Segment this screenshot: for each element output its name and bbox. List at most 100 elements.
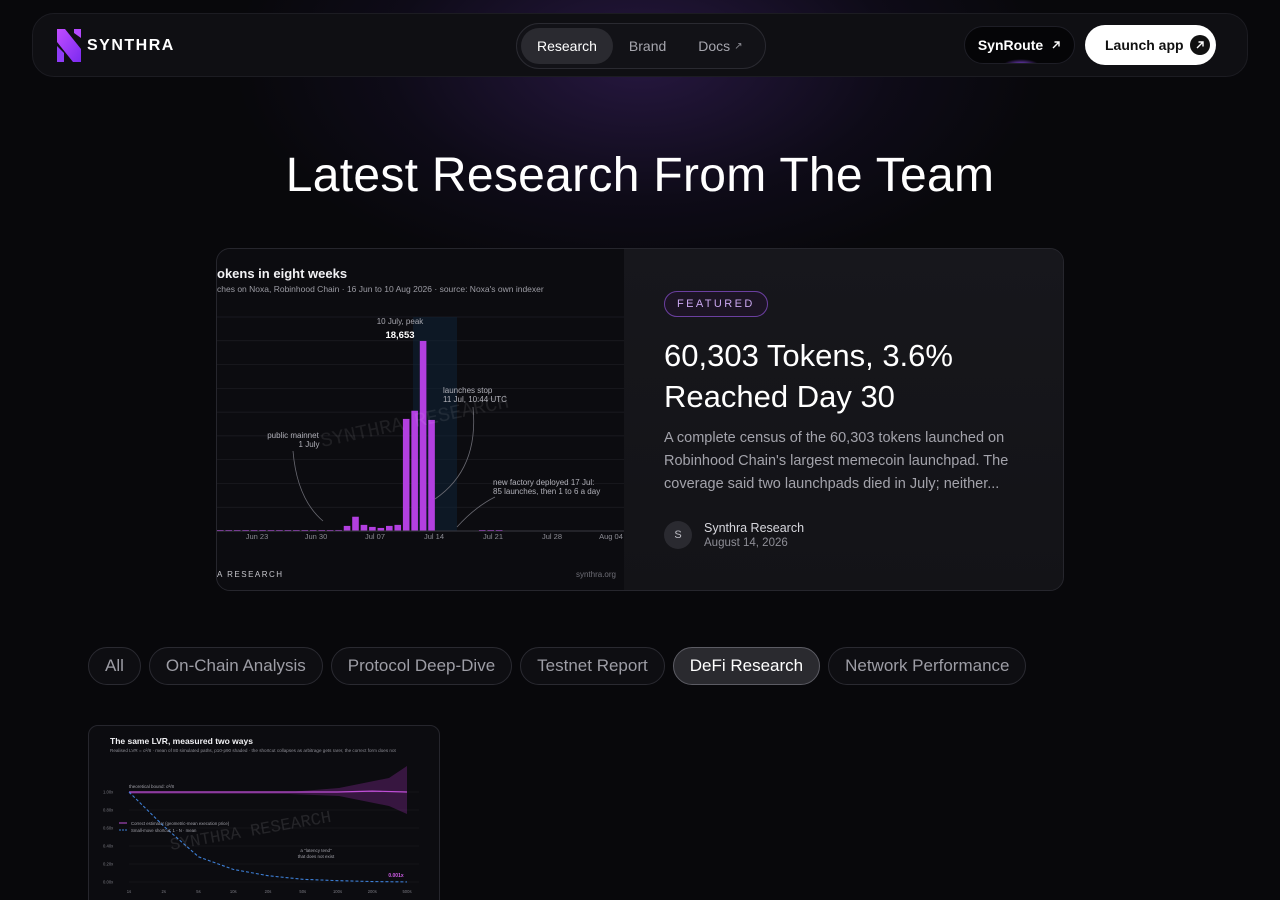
annotation-latency-1: a "latency tend" <box>300 848 332 853</box>
annotation-stop-2: 11 Jul, 10:44 UTC <box>443 395 507 404</box>
x-tick-label: 5s <box>196 889 200 894</box>
y-tick-label: 0.60x <box>103 826 114 831</box>
end-value-label: 0.001x <box>388 873 404 879</box>
bar <box>377 527 385 531</box>
y-tick-label: 0.40x <box>103 844 114 849</box>
nav-item-research[interactable]: Research <box>521 28 613 64</box>
page-title: Latest Research From The Team <box>285 149 995 202</box>
launch-app-label: Launch app <box>1105 37 1184 53</box>
x-tick-label: Jul 07 <box>365 532 385 541</box>
brand-name: SYNTHRA <box>87 36 175 54</box>
featured-article-card[interactable]: okens in eight weeks ches on Noxa, Robin… <box>216 248 1064 591</box>
bar <box>335 529 342 531</box>
chart-subtitle: ches on Noxa, Robinhood Chain · 16 Jun t… <box>217 284 544 294</box>
annotation-theoretical-bound: theoretical bound: σ²/8 <box>129 784 175 789</box>
lvr-comparison-chart: The same LVR, measured two ways Realised… <box>103 736 419 894</box>
x-tick-label: Jun 23 <box>246 532 269 541</box>
x-tick-label: 200s <box>368 889 377 894</box>
peak-value: 18,653 <box>385 330 414 341</box>
bar <box>352 516 359 531</box>
y-tick-label: 0.00x <box>103 880 114 885</box>
bar <box>360 524 368 531</box>
series-small-move-shortcut <box>128 791 408 883</box>
x-tick-label: Jul 28 <box>542 532 562 541</box>
x-tick-label: Aug 04 <box>599 532 623 541</box>
confidence-band <box>129 766 407 814</box>
synthra-logo-icon <box>57 29 81 62</box>
synroute-label: SynRoute <box>977 37 1044 53</box>
legend-shortcut: Small-move shortcut: 1 - N · mean <box>131 828 197 833</box>
x-tick-label: 100s <box>333 889 342 894</box>
filter-defi-research[interactable]: DeFi Research <box>672 647 821 685</box>
x-tick-label: Jul 14 <box>424 532 444 541</box>
nav-item-label: Brand <box>628 38 667 54</box>
image-footer-brand: A RESEARCH <box>217 570 284 579</box>
external-arrow-icon: ↗ <box>734 40 743 52</box>
synroute-button[interactable]: SynRoute <box>964 26 1075 64</box>
x-tick-label: Jun 30 <box>305 532 328 541</box>
brand-logo[interactable]: SYNTHRA <box>57 29 175 62</box>
bar <box>386 525 393 531</box>
chart-title: okens in eight weeks <box>217 266 347 281</box>
avatar: S <box>664 521 692 549</box>
featured-badge: FEATURED <box>664 291 768 317</box>
featured-article-title[interactable]: 60,303 Tokens, 3.6% Reached Day 30 <box>664 338 953 414</box>
annotation-factory-leader <box>456 496 496 528</box>
launch-app-button[interactable]: Launch app <box>1085 25 1216 65</box>
bar <box>428 419 435 531</box>
x-tick-label: 2s <box>162 889 166 894</box>
y-tick-label: 0.80x <box>103 808 114 813</box>
bar <box>419 340 427 531</box>
article-card[interactable]: The same LVR, measured two ways Realised… <box>88 725 440 900</box>
nav-item-label: Research <box>537 38 597 54</box>
annotation-mainnet-leader <box>292 450 324 522</box>
category-filters: All On-Chain Analysis Protocol Deep-Dive… <box>88 647 1027 685</box>
x-tick-label: 50s <box>299 889 306 894</box>
bar <box>411 410 418 531</box>
series-correct-estimator <box>129 790 408 793</box>
annotation-latency-2: that does not exist <box>298 854 335 859</box>
annotation-factory-2: 85 launches, then 1 to 6 a day <box>493 487 600 496</box>
author-info: S Synthra Research August 14, 2026 <box>664 521 804 549</box>
featured-article-body: FEATURED 60,303 Tokens, 3.6% Reached Day… <box>624 249 1063 590</box>
bar <box>402 418 410 531</box>
filter-network-performance[interactable]: Network Performance <box>828 647 1027 685</box>
y-tick-label: 0.20x <box>103 862 114 867</box>
y-tick-label: 1.00x <box>103 790 114 795</box>
card-chart-title: The same LVR, measured two ways <box>110 736 253 746</box>
card-chart-subtitle: Realised LVR = σ²/8 · mean of 80 simulat… <box>110 748 397 753</box>
author-name: Synthra Research <box>704 521 805 535</box>
annotation-mainnet-1: public mainnet <box>267 431 319 440</box>
nav-item-brand[interactable]: Brand <box>613 28 682 64</box>
x-tick-labels: Jun 23 Jun 30 Jul 07 Jul 14 Jul 21 Jul 28 Aug … <box>246 532 623 541</box>
x-tick-label: 10s <box>230 889 237 894</box>
card-y-tick-labels: 1.00x 0.80x 0.60x 0.40x 0.20x 0.00x <box>103 790 114 885</box>
image-footer-url: synthra.org <box>576 570 616 579</box>
annotation-mainnet-2: 1 July <box>299 440 320 449</box>
top-nav: SYNTHRA Research Brand Docs ↗ SynRoute La… <box>32 13 1248 77</box>
arrow-up-right-icon <box>1190 35 1210 55</box>
x-tick-label: 1s <box>127 889 131 894</box>
featured-article-excerpt: A complete census of the 60,303 tokens l… <box>664 430 1009 492</box>
filter-testnet-report[interactable]: Testnet Report <box>520 647 665 685</box>
token-launch-chart: okens in eight weeks ches on Noxa, Robin… <box>217 266 624 579</box>
peak-label: 10 July, peak <box>377 317 425 326</box>
annotation-factory-1: new factory deployed 17 Jul: <box>493 478 594 487</box>
publish-date: August 14, 2026 <box>704 537 788 549</box>
nav-item-label: Docs <box>698 38 731 54</box>
filter-on-chain-analysis[interactable]: On-Chain Analysis <box>148 647 323 685</box>
nav-item-docs[interactable]: Docs ↗ <box>682 28 758 64</box>
legend-correct: Correct estimator (geometric-mean execut… <box>131 821 230 826</box>
filter-protocol-deep-dive[interactable]: Protocol Deep-Dive <box>330 647 513 685</box>
bar <box>343 525 351 531</box>
filter-all[interactable]: All <box>88 647 141 685</box>
x-tick-label: 500s <box>402 889 411 894</box>
card-x-tick-labels: 1s 2s 5s 10s 20s 50s 100s 200s 500s <box>127 889 412 894</box>
primary-nav: Research Brand Docs ↗ <box>516 23 766 69</box>
x-tick-label: 20s <box>265 889 272 894</box>
featured-article-image: okens in eight weeks ches on Noxa, Robin… <box>217 249 624 590</box>
bar <box>369 526 376 531</box>
x-tick-label: Jul 21 <box>483 532 503 541</box>
bar <box>394 524 402 531</box>
annotation-stop-leader <box>434 406 475 500</box>
